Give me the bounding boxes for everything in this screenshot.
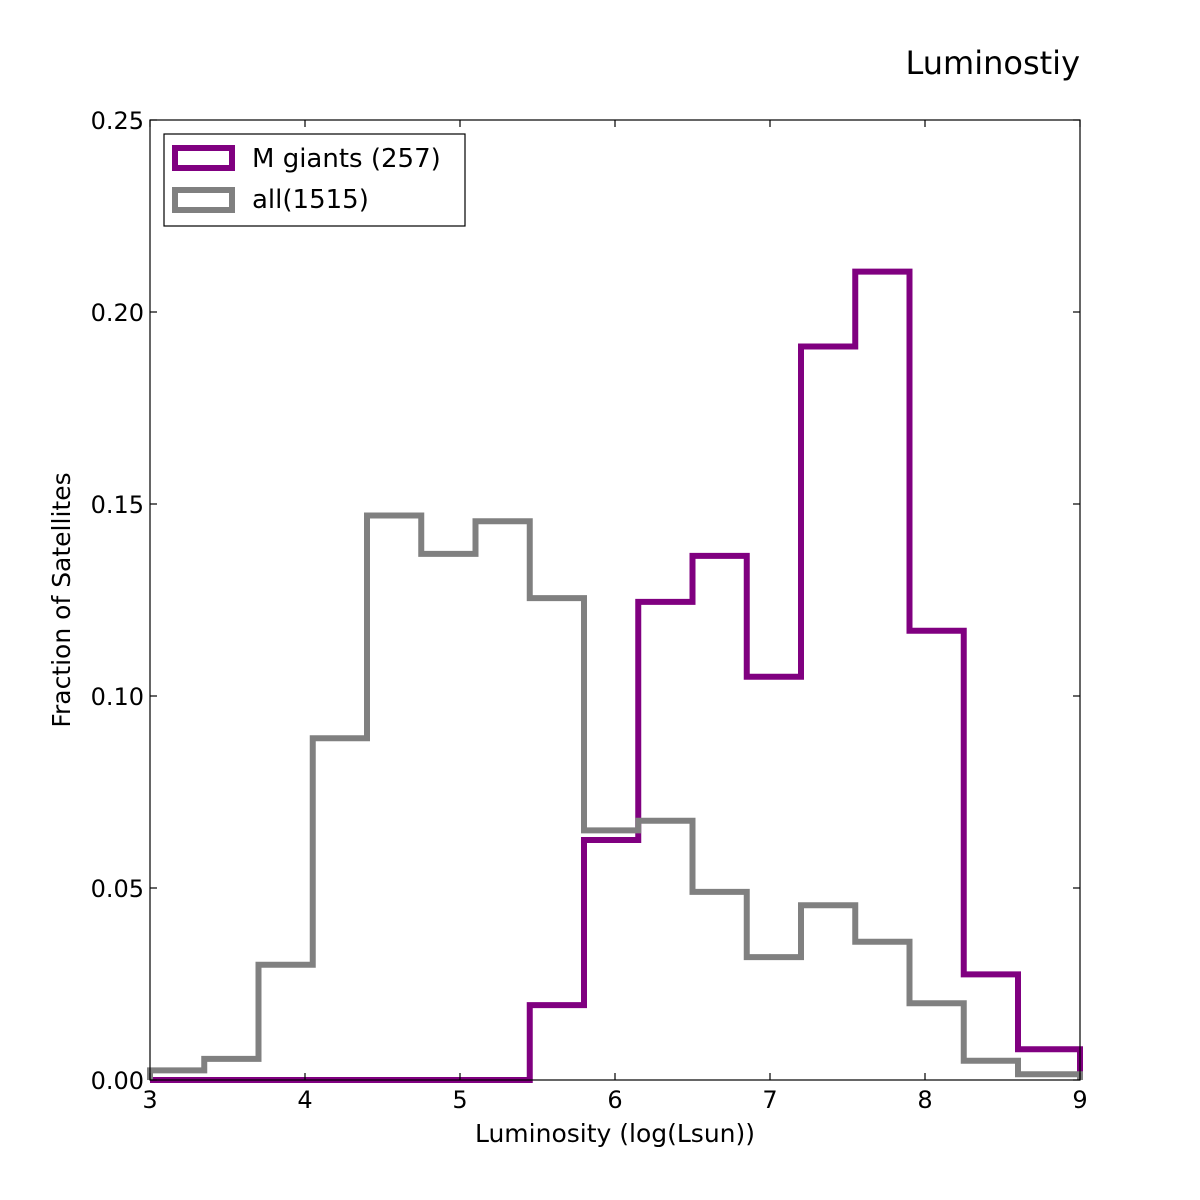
x-tick-label: 7 — [762, 1086, 777, 1114]
x-tick-label: 4 — [297, 1086, 312, 1114]
legend-swatch-m-giants — [172, 145, 235, 171]
ticks-layer: 3 4 5 6 7 8 9 0.00 0.05 0.10 0.15 0.20 0.25 — [91, 107, 1088, 1114]
y-tick-label: 0.05 — [91, 875, 144, 903]
x-tick-label: 9 — [1072, 1086, 1087, 1114]
x-tick-label: 6 — [607, 1086, 622, 1114]
legend: M giants (257) all(1515) — [163, 133, 466, 227]
legend-swatch-all — [172, 187, 235, 213]
y-tick-label: 0.10 — [91, 683, 144, 711]
series-m-giants-257-step-line — [150, 268, 1083, 1083]
x-axis-label: Luminosity (log(Lsun)) — [475, 1119, 755, 1148]
x-tick-label: 8 — [917, 1086, 932, 1114]
series-all-1515-step-line — [147, 512, 1083, 1080]
y-axis-label: Fraction of Satellites — [47, 472, 76, 727]
y-tick-label: 0.25 — [91, 107, 144, 135]
x-tick-label: 3 — [142, 1086, 157, 1114]
y-tick-label: 0.20 — [91, 299, 144, 327]
legend-label-all: all(1515) — [252, 185, 369, 215]
series-layer — [147, 268, 1083, 1083]
y-tick-label: 0.15 — [91, 491, 144, 519]
y-tick-label: 0.00 — [91, 1067, 144, 1095]
plot-frame — [149, 119, 1081, 1081]
x-tick-label: 5 — [452, 1086, 467, 1114]
chart-title: Luminostiy — [905, 44, 1080, 82]
legend-label-m-giants: M giants (257) — [252, 144, 441, 174]
